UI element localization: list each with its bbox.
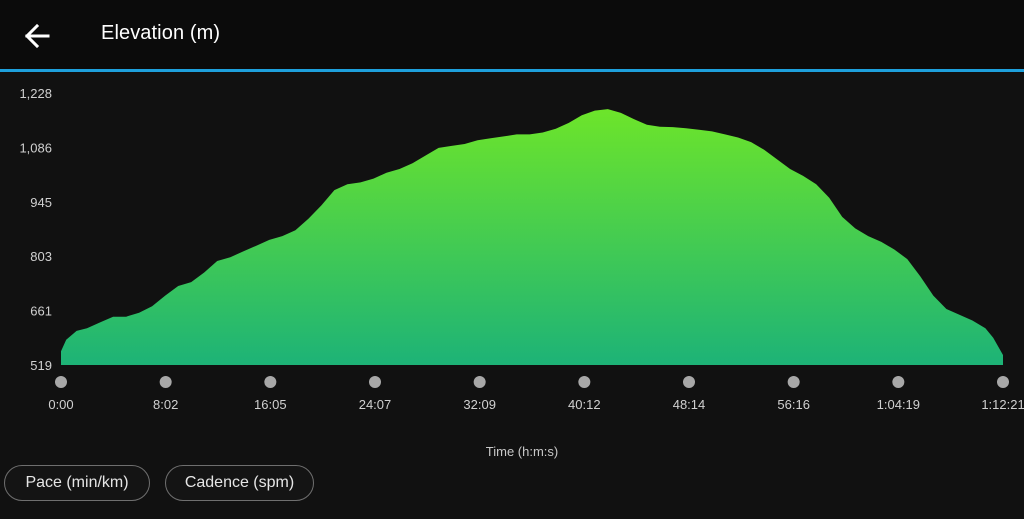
x-tick-dot[interactable] xyxy=(159,376,172,388)
x-tick-label: 32:09 xyxy=(463,397,496,412)
y-tick-label: 1,086 xyxy=(19,140,52,155)
x-tick-label: 8:02 xyxy=(153,397,178,412)
x-axis: 0:00 8:02 16:05 24:07 32:09 40:12 48:14 56:16 1:… xyxy=(48,376,1024,412)
back-button[interactable] xyxy=(18,17,56,55)
x-tick-label: 24:07 xyxy=(359,397,392,412)
x-tick-label: 16:05 xyxy=(254,397,287,412)
elevation-chart: 1,228 1,086 945 803 661 519 0:00 8:02 16:05 24:0… xyxy=(19,86,1024,412)
y-tick-label: 661 xyxy=(30,304,52,319)
page-title: Elevation (m) xyxy=(101,22,221,44)
x-tick-label: 1:04:19 xyxy=(877,397,920,412)
x-tick-label: 0:00 xyxy=(48,397,73,412)
x-axis-label: Time (h:m:s) xyxy=(485,444,559,459)
y-tick-label: 1,228 xyxy=(19,86,52,101)
elevation-area xyxy=(61,109,1003,365)
x-tick-label: 48:14 xyxy=(673,397,706,412)
x-tick-dot[interactable] xyxy=(578,376,591,388)
y-tick-label: 945 xyxy=(30,195,52,210)
y-tick-label: 803 xyxy=(30,249,52,264)
y-axis: 1,228 1,086 945 803 661 519 xyxy=(19,86,52,373)
header-accent-line xyxy=(0,69,1024,72)
x-tick-dot[interactable] xyxy=(55,376,67,388)
arrow-left-icon xyxy=(24,23,50,49)
x-tick-dot[interactable] xyxy=(369,376,381,388)
y-tick-label: 519 xyxy=(30,358,52,373)
x-tick-dot[interactable] xyxy=(473,376,486,388)
x-tick-label: 1:12:21 xyxy=(981,397,1024,412)
x-tick-dot[interactable] xyxy=(264,376,277,388)
x-tick-dot[interactable] xyxy=(787,376,800,388)
x-tick-dot[interactable] xyxy=(997,376,1009,388)
app-header: Elevation (m) xyxy=(0,0,1024,70)
cadence-chip[interactable]: Cadence (spm) xyxy=(165,465,314,501)
x-tick-dot[interactable] xyxy=(892,376,905,388)
pace-chip[interactable]: Pace (min/km) xyxy=(4,465,150,501)
x-tick-dot[interactable] xyxy=(683,376,695,388)
x-tick-label: 40:12 xyxy=(568,397,601,412)
x-tick-label: 56:16 xyxy=(777,397,810,412)
